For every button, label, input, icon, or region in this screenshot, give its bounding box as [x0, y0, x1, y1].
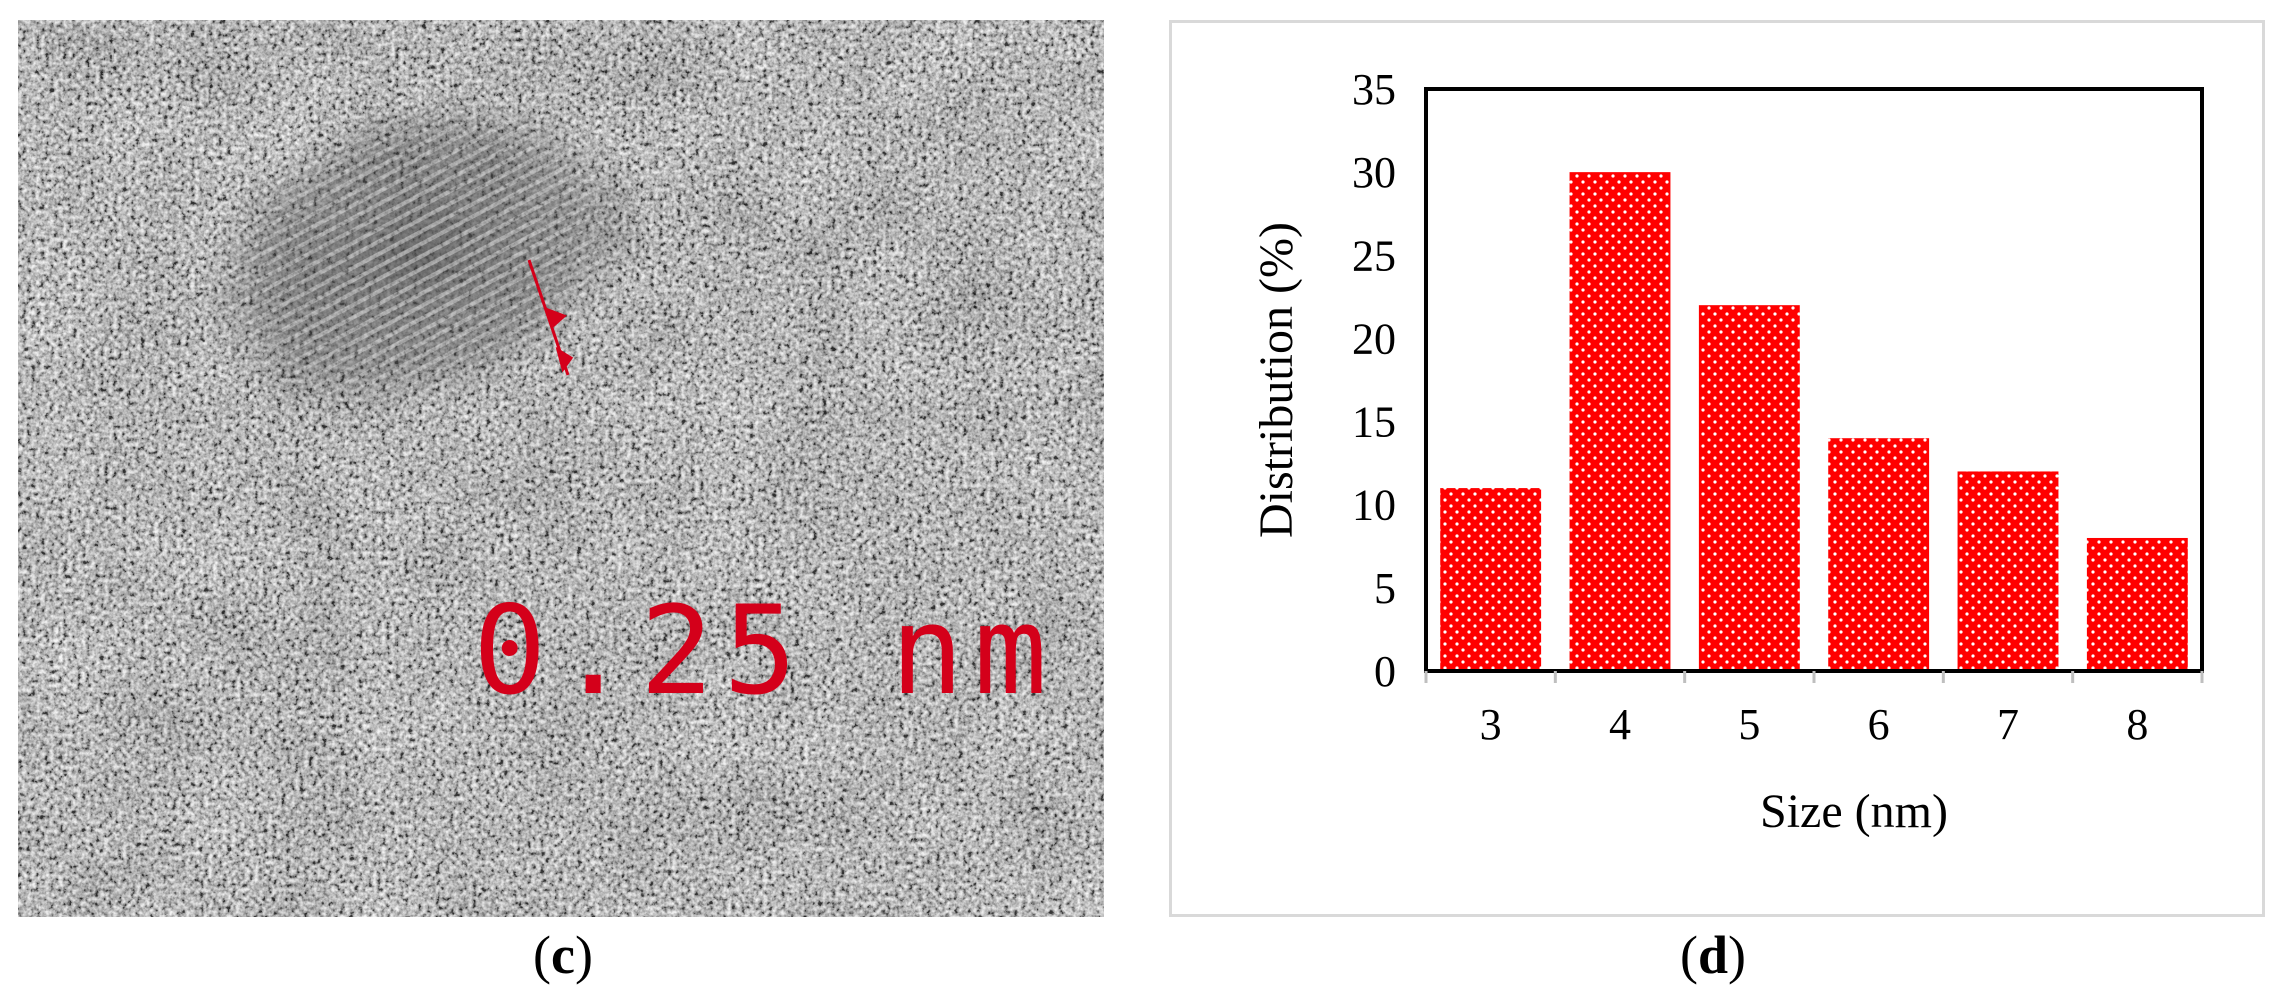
bars-layer [1440, 172, 2188, 671]
bar-size-8 [2086, 537, 2188, 671]
caption-panel-c: (c) [533, 928, 593, 982]
bar-size-4 [1569, 172, 1671, 671]
y-tick-label: 0 [1374, 647, 1396, 696]
bar-size-7 [1957, 471, 2059, 671]
caption-open: ( [1680, 925, 1698, 985]
plot-area-frame [1424, 87, 2204, 673]
size-distribution-chart: 3 4 5 6 7 8 0 5 10 15 20 25 30 35 Distribution (%) Si… [1169, 20, 2265, 917]
caption-open: ( [533, 925, 551, 985]
tem-micrograph: 0.25 nm [18, 20, 1104, 917]
y-tick-label: 5 [1374, 564, 1396, 613]
y-tick-label: 20 [1352, 314, 1396, 363]
y-tick-label: 10 [1352, 481, 1396, 530]
lattice-spacing-label: 0.25 nm [473, 580, 1058, 722]
y-axis-label: Distribution (%) [1250, 222, 1303, 538]
caption-close: ) [574, 925, 593, 985]
caption-panel-d: (d) [1680, 928, 1746, 982]
y-tick-label: 30 [1352, 148, 1396, 197]
caption-close: ) [1728, 925, 1747, 985]
bar-size-3 [1440, 488, 1542, 671]
y-tick-label: 25 [1352, 231, 1396, 280]
caption-letter: c [550, 925, 575, 985]
y-tick-label: 35 [1352, 65, 1396, 114]
lattice-fringes [148, 80, 708, 460]
axis-ticks: 3 4 5 6 7 8 0 5 10 15 20 25 30 35 [1352, 65, 2204, 749]
x-tick-label: 4 [1609, 700, 1631, 749]
x-tick-label: 6 [1868, 700, 1890, 749]
x-axis-label: Size (nm) [1760, 785, 1948, 838]
bar-size-5 [1698, 305, 1800, 671]
tem-image [18, 20, 1104, 917]
x-tick-label: 7 [1997, 700, 2019, 749]
x-tick-label: 3 [1480, 700, 1502, 749]
x-tick-label: 5 [1738, 700, 1760, 749]
bar-size-6 [1828, 438, 1930, 671]
lattice-spacing-marker [527, 259, 574, 376]
y-tick-label: 15 [1352, 398, 1396, 447]
x-tick-label: 8 [2126, 700, 2148, 749]
caption-letter: d [1697, 925, 1729, 985]
bar-chart-svg: 3 4 5 6 7 8 0 5 10 15 20 25 30 35 Distribution (%) Si… [1250, 65, 2204, 838]
